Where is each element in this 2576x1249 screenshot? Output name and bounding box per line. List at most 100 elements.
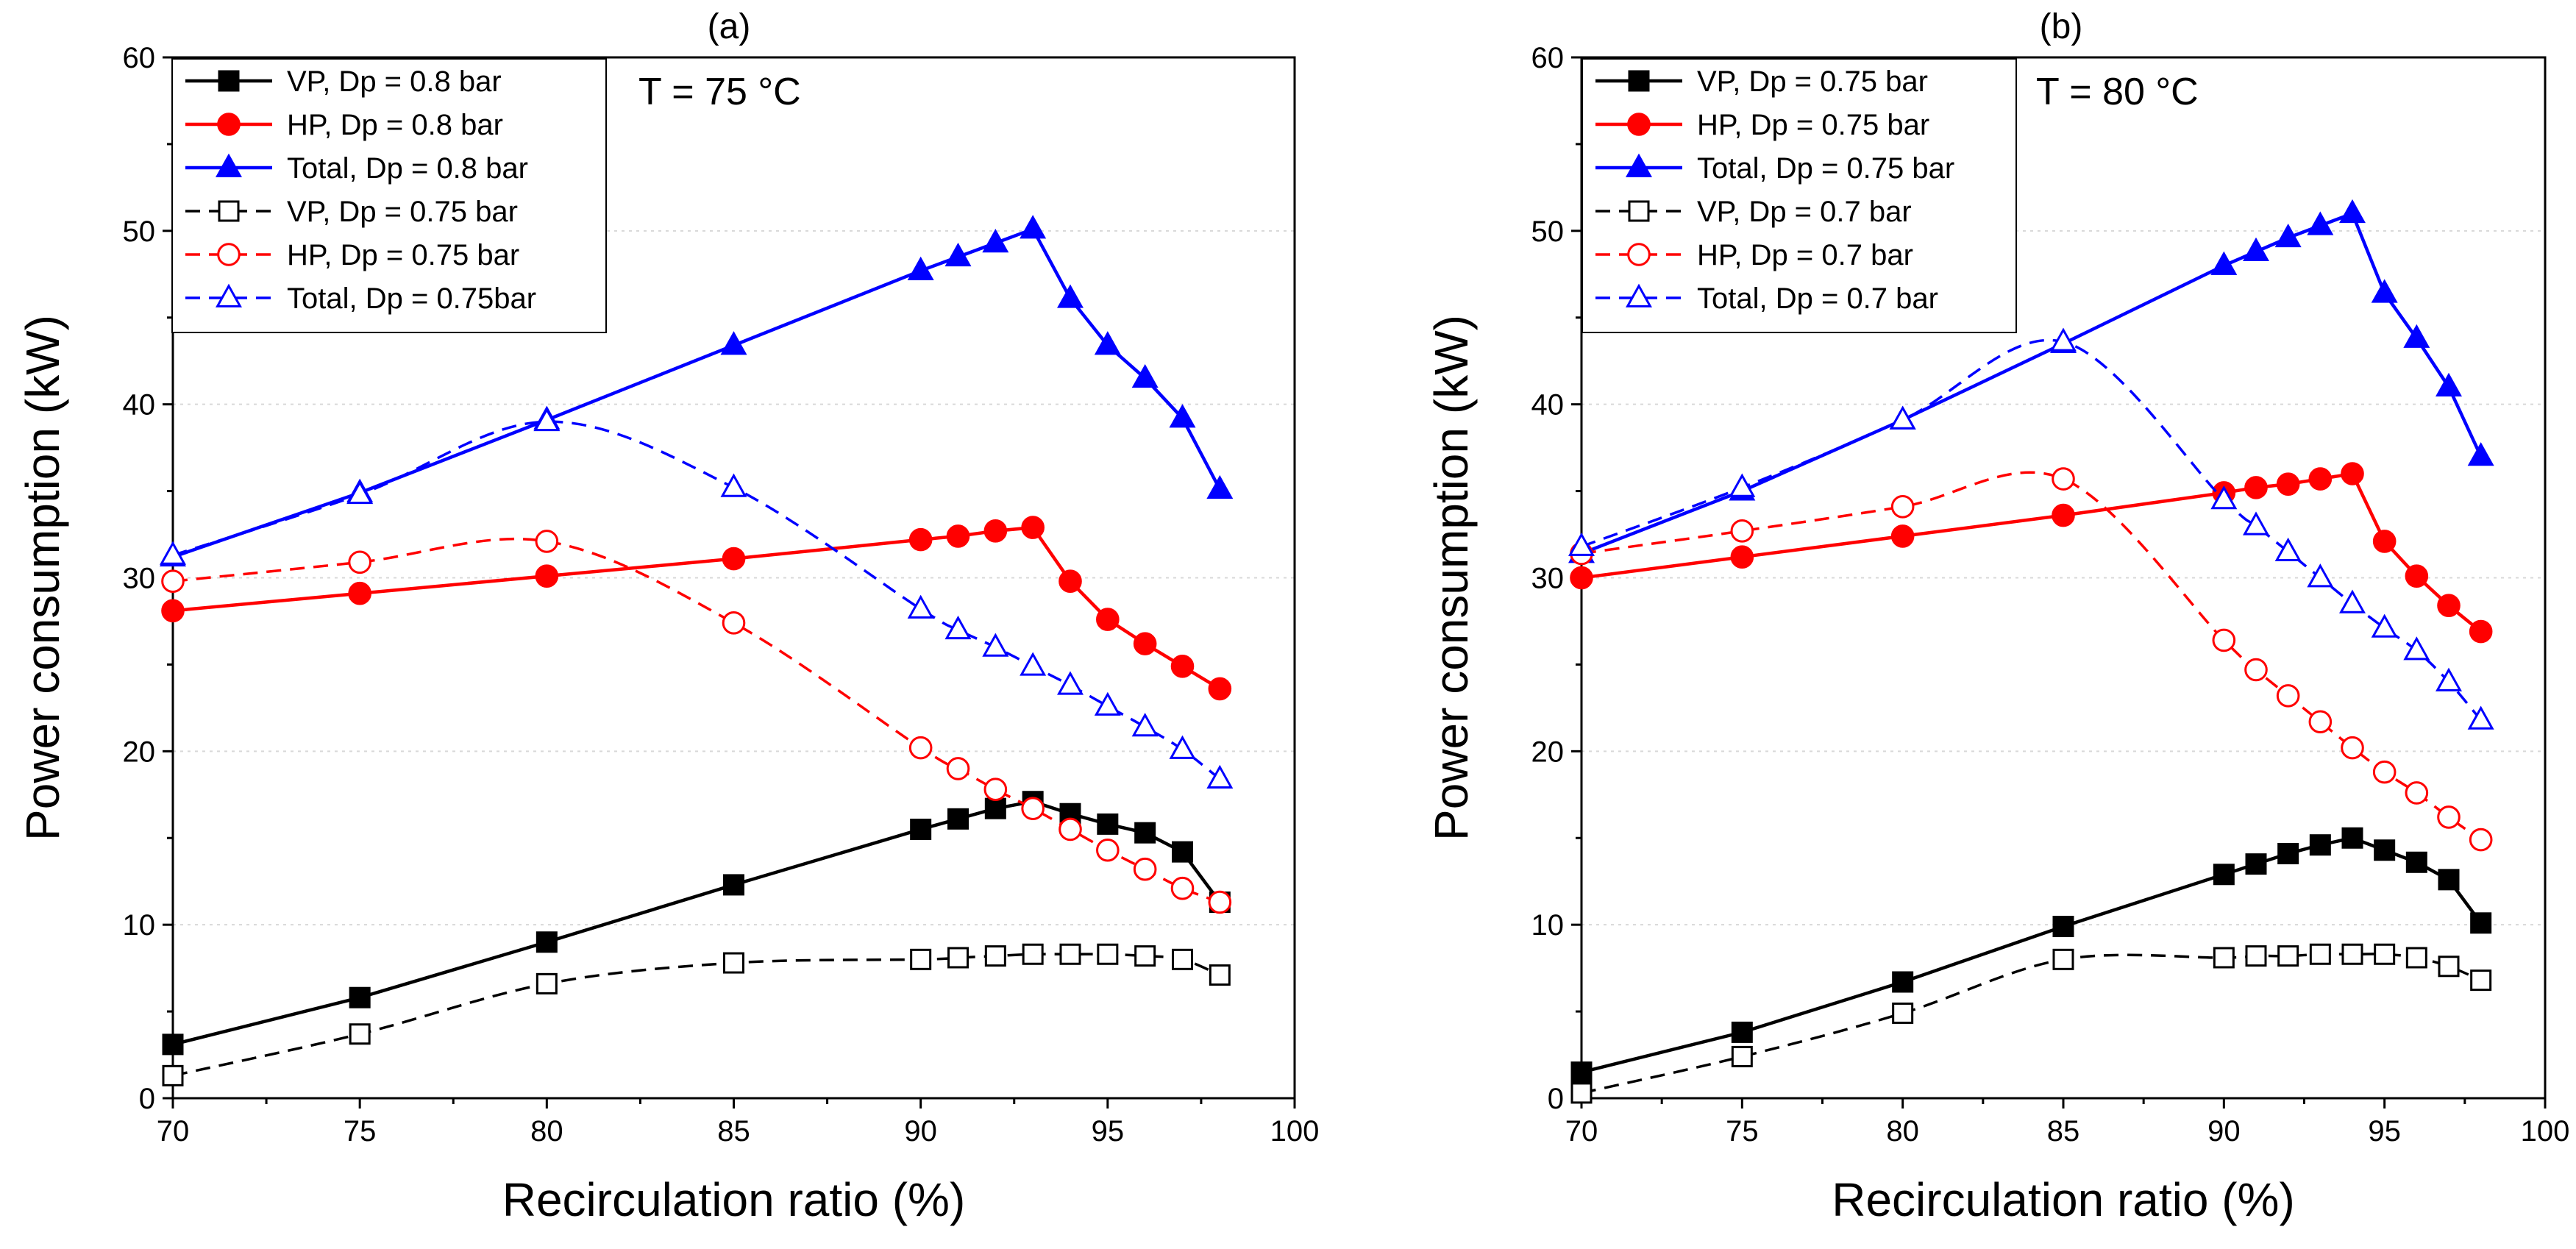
data-point <box>2341 943 2363 965</box>
data-point <box>907 594 934 619</box>
series-line <box>172 525 1221 691</box>
legend-box <box>1581 58 2017 333</box>
series-line <box>172 953 1221 1078</box>
data-point <box>1172 841 1193 863</box>
legend: VP, Dp = 0.8 bar HP, Dp = 0.8 bar Total, D… <box>171 58 607 333</box>
data-point <box>1890 495 1915 519</box>
legend-entry: Total, Dp = 0.7 bar <box>1697 282 1938 315</box>
x-tick-label: 80 <box>530 1115 563 1147</box>
data-point <box>1169 735 1196 759</box>
y-tick-label: 50 <box>1531 216 1565 248</box>
data-point <box>533 407 561 432</box>
x-tick-label: 90 <box>2207 1115 2241 1147</box>
legend-marker <box>216 153 242 177</box>
data-point <box>2245 853 2267 875</box>
legend-entry: HP, Dp = 0.75 bar <box>1697 109 1929 141</box>
data-point <box>1172 948 1193 970</box>
data-point <box>944 615 972 640</box>
data-point <box>2274 537 2302 561</box>
data-point <box>907 256 934 280</box>
data-point <box>2243 511 2269 535</box>
legend-marker <box>1627 243 1651 266</box>
data-point <box>1133 632 1157 655</box>
data-point <box>2309 943 2331 965</box>
series-5 <box>1568 327 2494 730</box>
data-point <box>2339 199 2366 224</box>
series-4 <box>1570 467 2493 852</box>
data-point <box>1570 1082 1593 1104</box>
data-point <box>1057 671 1084 695</box>
data-point <box>349 1023 371 1045</box>
data-point <box>1170 876 1195 900</box>
data-point <box>908 527 933 552</box>
y-tick-label: 30 <box>1531 563 1565 595</box>
data-point <box>2436 372 2462 396</box>
legend-entry: VP, Dp = 0.7 bar <box>1697 196 1912 228</box>
series-line <box>172 420 1221 780</box>
data-point <box>2276 472 2300 496</box>
legend-marker <box>1627 113 1651 136</box>
data-point <box>723 874 744 896</box>
data-point <box>1058 569 1082 594</box>
series-4 <box>161 530 1232 914</box>
legend-entry: VP, Dp = 0.8 bar <box>287 65 502 98</box>
data-point <box>2374 839 2396 861</box>
data-point <box>1020 215 1047 239</box>
data-point <box>2405 851 2427 873</box>
data-point <box>722 547 746 571</box>
data-point <box>2405 564 2429 588</box>
data-point <box>535 530 559 553</box>
panel-b: 70 75 80 85 90 95 100 0 10 20 30 40 50 60 Recirculatio… <box>1425 7 2569 1226</box>
data-point <box>984 945 1006 967</box>
data-point <box>162 1064 184 1086</box>
legend-marker <box>1628 200 1650 222</box>
legend-entry: HP, Dp = 0.8 bar <box>287 109 503 141</box>
panel-a: 70 75 80 85 90 95 100 0 10 20 30 40 50 60 Recirculatio… <box>16 7 1319 1226</box>
y-tick-label: 20 <box>123 736 156 768</box>
data-point <box>1169 404 1196 428</box>
data-point <box>1134 945 1156 967</box>
legend-marker <box>1626 283 1652 307</box>
data-point <box>2245 945 2267 967</box>
legend-marker <box>1628 70 1650 92</box>
data-point <box>2213 864 2235 886</box>
data-point <box>2052 916 2074 938</box>
data-point <box>1020 652 1047 676</box>
series-5 <box>160 407 1234 789</box>
y-tick-label: 0 <box>139 1083 155 1115</box>
data-point <box>2277 842 2299 864</box>
panel-label: (b) <box>2040 7 2083 46</box>
x-tick-label: 80 <box>1886 1115 1919 1147</box>
data-point <box>1730 519 1754 543</box>
data-point <box>2371 279 2398 303</box>
data-point <box>2243 237 2269 262</box>
x-tick-label: 95 <box>1092 1115 1125 1147</box>
data-point <box>982 633 1009 657</box>
series-line <box>1581 953 2482 1095</box>
data-point <box>160 541 186 565</box>
series-0 <box>162 791 1231 1056</box>
data-point <box>722 611 746 635</box>
data-point <box>723 952 744 974</box>
data-point <box>1022 943 1044 965</box>
data-point <box>910 818 932 840</box>
y-tick-label: 60 <box>1531 42 1565 74</box>
legend-marker <box>216 283 242 307</box>
legend-marker <box>218 70 240 92</box>
data-point <box>1097 943 1119 965</box>
data-point <box>908 736 933 760</box>
data-point <box>1096 608 1120 631</box>
data-point <box>2244 476 2268 499</box>
data-point <box>2467 442 2494 466</box>
temperature-annotation: T = 80 °C <box>2036 71 2199 113</box>
series-3 <box>162 943 1231 1086</box>
series-0 <box>1570 827 2492 1083</box>
legend-marker <box>1626 153 1652 177</box>
series-1 <box>161 516 1232 701</box>
data-point <box>2341 736 2364 760</box>
data-point <box>2405 947 2427 969</box>
data-point <box>2438 956 2460 978</box>
y-axis-title: Power consumption (kW) <box>1425 315 1478 841</box>
x-tick-label: 85 <box>2047 1115 2080 1147</box>
data-point <box>2437 594 2461 618</box>
